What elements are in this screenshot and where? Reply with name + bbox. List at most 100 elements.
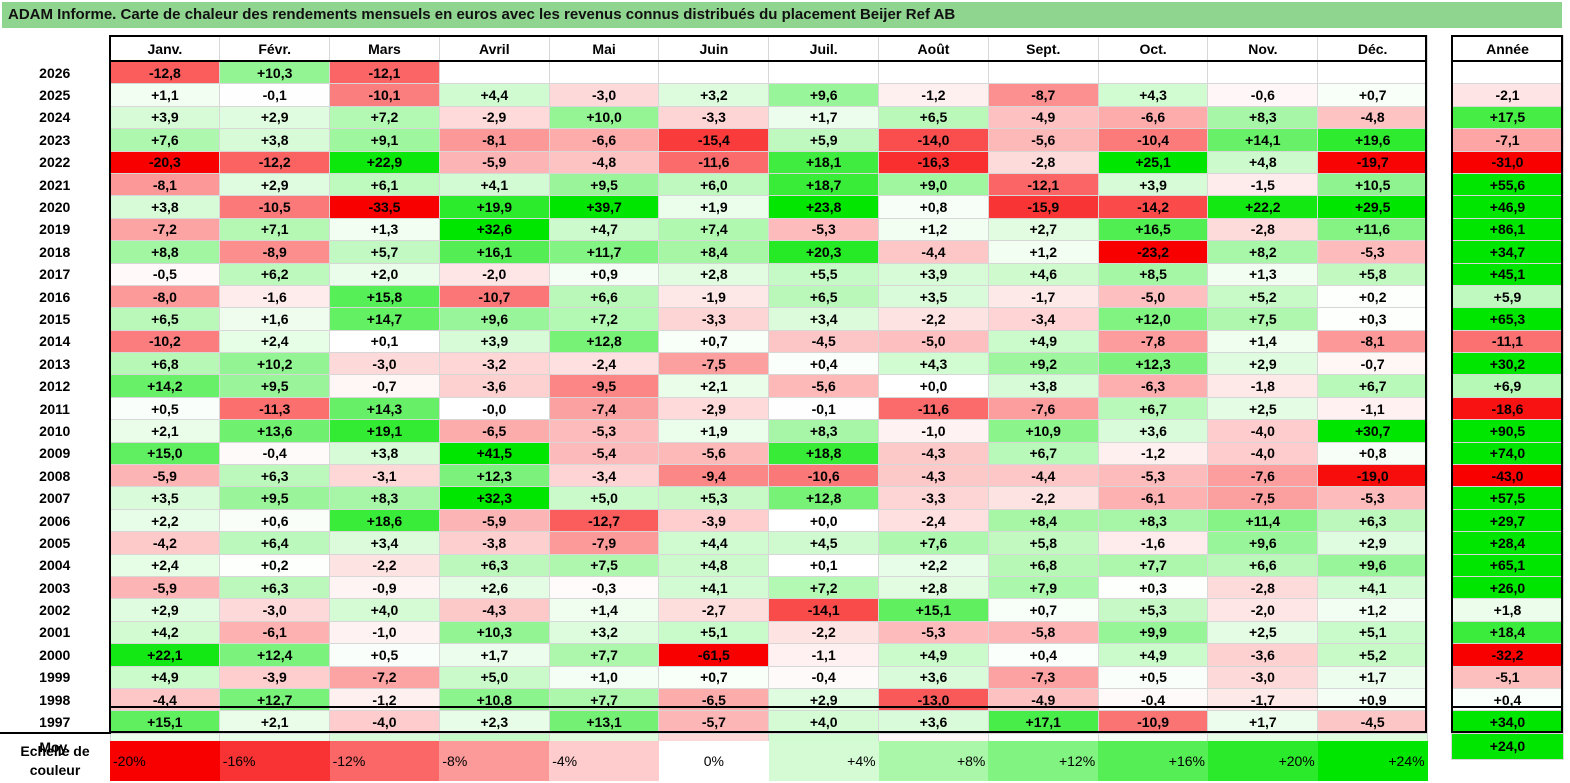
year-row: 2009 +15,0 -0,4 +3,8 +41,5 -5,4 -5,6 +18,8 -4,3 +… — [0, 441, 1429, 466]
year-row: 2011 +0,5 -11,3 +14,3 -0,0 -7,4 -2,9 -0,1 -11,6-… — [0, 396, 1429, 421]
heatmap-cell: +8,3 — [1097, 508, 1209, 533]
heatmap-cell: -2,9 — [658, 396, 770, 421]
heatmap-cell: -3,3 — [658, 105, 770, 130]
year-label: 2026 — [39, 64, 71, 81]
heatmap-cell: +19,6 — [1317, 128, 1429, 152]
heatmap-cell: +6,7 — [1097, 396, 1209, 421]
heatmap-cell: -5,9 — [109, 575, 221, 600]
heatmap-cell: -5,3 — [1317, 486, 1429, 510]
heatmap-cell: +2,8 — [658, 262, 770, 286]
annual-row: -7,1 — [1451, 128, 1564, 152]
heatmap-cell: +6,0 — [658, 172, 770, 197]
heatmap-cell: +12,8 — [548, 329, 660, 354]
heatmap-cell: +7,9 — [987, 575, 1099, 600]
scale-swatch: -12% — [329, 741, 440, 781]
heatmap-cell: -7,5 — [1207, 486, 1319, 510]
scale-swatch: +24% — [1317, 741, 1428, 781]
heatmap-cell: -14,2 — [1097, 195, 1209, 219]
heatmap-cell: -7,2 — [109, 217, 221, 242]
annual-header-row: Année — [1451, 35, 1564, 62]
heatmap-cell: +6,2 — [219, 262, 331, 286]
heatmap-cell: +9,9 — [1097, 620, 1209, 645]
year-label: 2002 — [39, 602, 71, 619]
heatmap-cell: +3,6 — [1097, 419, 1209, 443]
heatmap-cell: -5,9 — [438, 150, 550, 174]
heatmap-cell: +15,0 — [109, 441, 221, 466]
annual-row: +28,4 — [1451, 531, 1564, 555]
heatmap-cell: -2,2 — [768, 620, 880, 645]
year-label: 2003 — [39, 579, 71, 596]
heatmap-cell: -5,6 — [768, 374, 880, 398]
heatmap-cell — [548, 60, 660, 85]
heatmap-cell: +3,8 — [109, 195, 221, 219]
annual-row: +0,4 — [1451, 687, 1564, 712]
annual-row: +6,9 — [1451, 374, 1564, 398]
heatmap-cell: +7,7 — [548, 687, 660, 712]
heatmap-cell: -6,6 — [1097, 105, 1209, 130]
year-label: 2006 — [39, 512, 71, 529]
heatmap-cell: +5,0 — [438, 665, 550, 689]
color-scale-label: Echelle de couleur — [20, 743, 90, 778]
heatmap-cell: +0,7 — [658, 329, 770, 354]
heatmap-cell: -6,5 — [438, 419, 550, 443]
annual-cell: +57,5 — [1451, 486, 1564, 510]
heatmap-cell: +15,8 — [329, 284, 440, 309]
heatmap-cell: -5,0 — [878, 329, 989, 354]
heatmap-cell: +1,9 — [658, 195, 770, 219]
annual-row: +46,9 — [1451, 195, 1564, 219]
heatmap-cell: -3,0 — [548, 83, 660, 107]
heatmap-cell: +9,6 — [768, 83, 880, 107]
heatmap-cell: -6,3 — [1097, 374, 1209, 398]
heatmap-cell: -3,2 — [438, 352, 550, 376]
heatmap-cell: +5,3 — [658, 486, 770, 510]
heatmap-cell: +29,5 — [1317, 195, 1429, 219]
year-label: 2001 — [39, 624, 71, 641]
heatmap-cell: -3,4 — [987, 307, 1099, 331]
annual-cell: +34,7 — [1451, 240, 1564, 264]
scale-swatch: +4% — [768, 741, 879, 781]
heatmap-cell: -3,0 — [219, 598, 331, 622]
heatmap-cell: +12,0 — [1097, 307, 1209, 331]
heatmap-cell: -5,3 — [878, 620, 989, 645]
heatmap-cell: +1,7 — [1317, 665, 1429, 689]
heatmap-cell: -10,4 — [1097, 128, 1209, 152]
year-label: 2009 — [39, 445, 71, 462]
heatmap-cell: -0,7 — [329, 374, 440, 398]
heatmap-cell: -5,3 — [548, 419, 660, 443]
heatmap-cell: +18,1 — [768, 150, 880, 174]
heatmap-cell: -7,9 — [548, 531, 660, 555]
heatmap-cell: +0,8 — [1317, 441, 1429, 466]
heatmap-cell: +4,9 — [1097, 643, 1209, 667]
heatmap-cell: +6,3 — [1317, 508, 1429, 533]
heatmap-cell: +6,5 — [768, 284, 880, 309]
annual-row: +90,5 — [1451, 419, 1564, 443]
heatmap-cell: +3,6 — [878, 710, 989, 734]
heatmap-cell: -10,9 — [1097, 710, 1209, 734]
heatmap-cell: +2,2 — [878, 553, 989, 577]
heatmap-cell: -1,0 — [329, 620, 440, 645]
heatmap-cell: +0,1 — [768, 553, 880, 577]
scale-swatch: -20% — [110, 741, 220, 781]
year-label: 2025 — [39, 87, 71, 104]
heatmap-cell: +7,7 — [1097, 553, 1209, 577]
heatmap-cell: -4,0 — [1207, 441, 1319, 466]
heatmap-cell: -3,8 — [438, 531, 550, 555]
heatmap-cell: -3,3 — [658, 307, 770, 331]
heatmap-cell: -4,5 — [768, 329, 880, 354]
annual-cell: +45,1 — [1451, 262, 1564, 286]
heatmap-cell — [1317, 60, 1429, 85]
heatmap-cell: +7,6 — [878, 531, 989, 555]
heatmap-cell: +4,9 — [109, 665, 221, 689]
year-row: 2024 +3,9 +2,9 +7,2 -2,9 +10,0 -3,3 +1,7 +6,5 -4,… — [0, 105, 1429, 130]
heatmap-cell: +5,0 — [548, 486, 660, 510]
annual-cell: -31,0 — [1451, 150, 1564, 174]
heatmap-cell: +11,6 — [1317, 217, 1429, 242]
heatmap-cell: +7,4 — [658, 217, 770, 242]
heatmap-cell: +0,9 — [548, 262, 660, 286]
heatmap-cell: +32,3 — [438, 486, 550, 510]
heatmap-cell: +0,4 — [768, 352, 880, 376]
heatmap-cell: +0,3 — [1317, 307, 1429, 331]
heatmap-cell: +1,2 — [878, 217, 989, 242]
heatmap-cell: +22,1 — [109, 643, 221, 667]
heatmap-cell: +0,5 — [109, 396, 221, 421]
